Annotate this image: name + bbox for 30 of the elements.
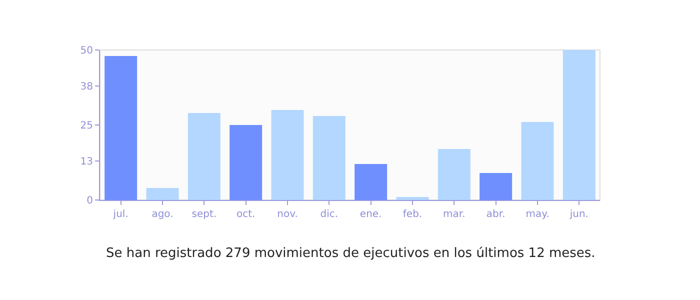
x-tick-label: nov.	[277, 209, 298, 220]
x-tick-label: sept.	[192, 209, 217, 220]
bar	[271, 110, 304, 200]
x-tick-label: ene.	[360, 209, 382, 220]
x-tick-label: ago.	[152, 209, 174, 220]
y-tick-label: 38	[80, 82, 93, 92]
x-tick-label: dic.	[320, 209, 338, 220]
bar	[480, 173, 512, 200]
x-tick-label: feb.	[402, 209, 422, 220]
x-tick-label: mar.	[443, 209, 466, 220]
y-tick-label: 0	[86, 196, 93, 206]
x-tick-label: abr.	[486, 209, 506, 220]
bar	[438, 149, 470, 200]
bar	[230, 125, 262, 200]
bar	[562, 50, 596, 200]
text: Se han registrado 279 movimientos de ejecutivos en los últimos 12 meses.	[106, 246, 596, 261]
y-tick-label: 25	[80, 120, 93, 132]
bar	[188, 113, 220, 200]
x-tick-label: jun.	[568, 209, 588, 220]
bar	[396, 197, 429, 200]
bar	[104, 56, 138, 200]
bar	[354, 164, 388, 200]
y-tick-label: 13	[80, 156, 93, 168]
y-tick-label: 50	[80, 46, 93, 56]
bar	[521, 122, 554, 200]
x-tick-label: oct.	[236, 209, 256, 220]
x-tick-label: may.	[526, 209, 550, 220]
x-tick-label: jul.	[112, 209, 128, 220]
bar	[146, 188, 179, 200]
bar	[312, 116, 346, 200]
